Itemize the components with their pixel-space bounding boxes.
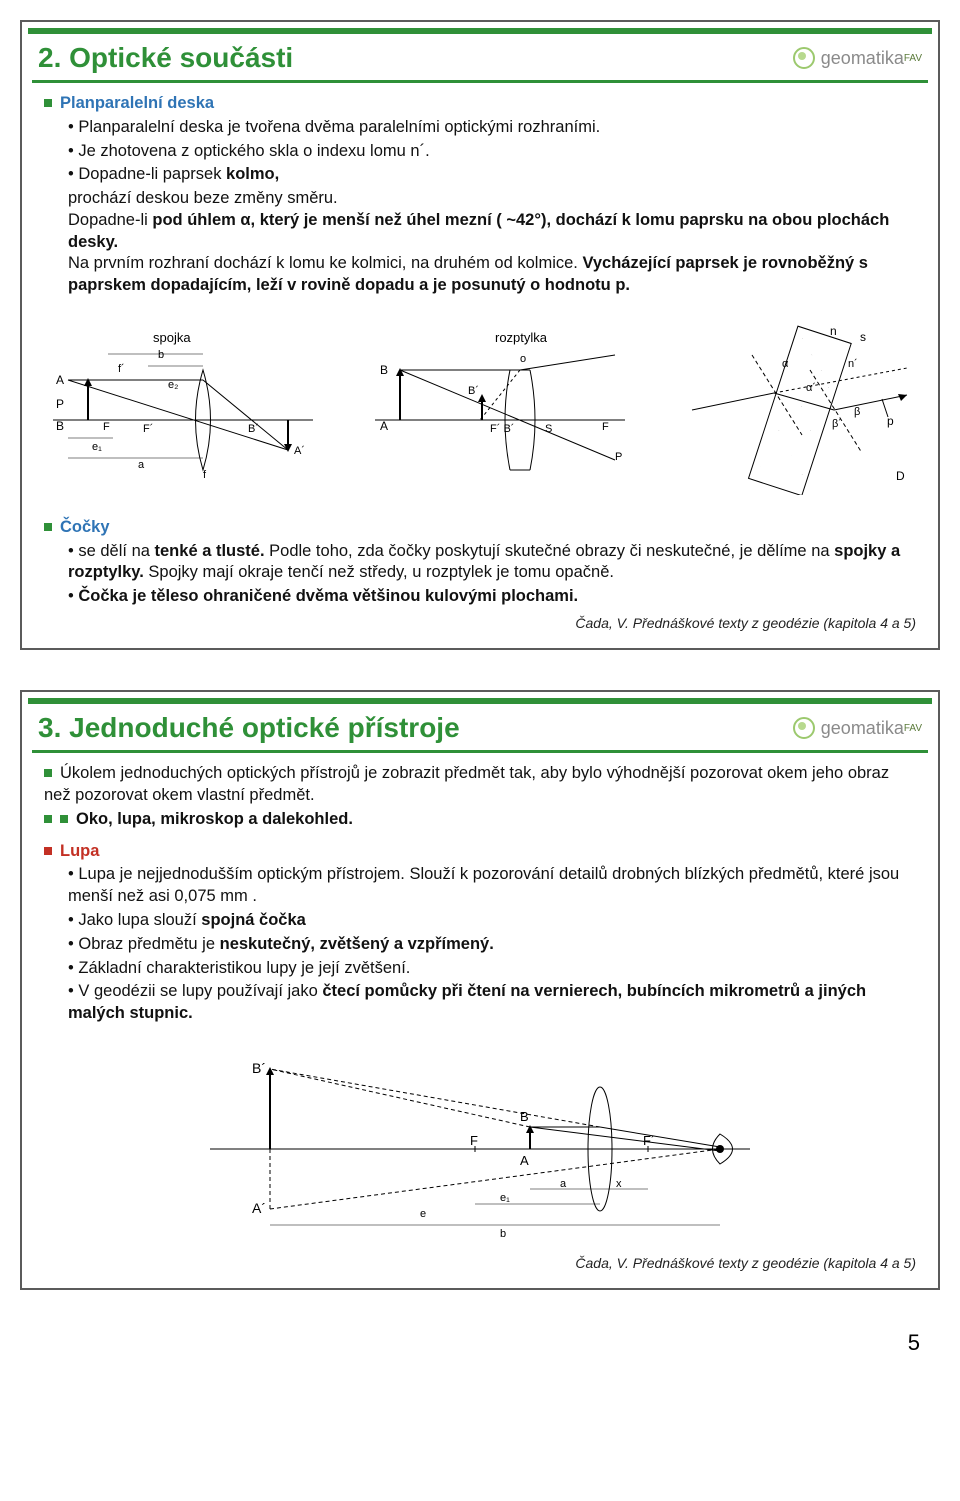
svg-text:n: n <box>830 324 837 338</box>
svg-text:α´: α´ <box>806 382 816 394</box>
svg-text:e₂: e₂ <box>168 379 178 391</box>
svg-text:A´: A´ <box>252 1200 266 1216</box>
svg-text:a: a <box>560 1178 567 1190</box>
logo-sup-2: FAV <box>904 723 922 734</box>
s1-b3: prochází deskou beze změny směru. <box>68 188 916 210</box>
svg-text:f: f <box>203 469 207 480</box>
svg-text:A: A <box>380 419 388 433</box>
svg-text:F: F <box>103 421 110 433</box>
sec2-bullets: se dělí na tenké a tlusté. Podle toho, z… <box>68 541 916 608</box>
svg-text:e: e <box>420 1208 426 1220</box>
s1-b0: Planparalelní deska je tvořena dvěma par… <box>68 117 916 139</box>
slide-2-title: 3. Jednoduché optické přístroje <box>38 712 460 744</box>
svg-text:F: F <box>470 1133 478 1148</box>
fig-plate: n s α n´ α´ β´ β p D <box>682 315 912 495</box>
l-b4: Základní charakteristikou lupy je její z… <box>68 958 916 980</box>
s1-b4: Dopadne-li pod úhlem α, který je menší n… <box>68 210 916 254</box>
label-rozptylka: rozptylka <box>495 330 548 345</box>
svg-text:F´: F´ <box>643 1133 655 1148</box>
svg-text:D: D <box>896 469 905 483</box>
svg-text:β´: β´ <box>832 418 842 430</box>
mid-accent-bar <box>32 80 928 83</box>
page-number: 5 <box>0 1330 920 1356</box>
l-b2: Jako lupa slouží spojná čočka <box>68 910 916 932</box>
fig-spojka: spojka A P B F F´ <box>48 330 318 480</box>
l-b3: Obraz předmětu je neskutečný, zvětšený a… <box>68 934 916 956</box>
svg-text:a: a <box>138 459 145 471</box>
fig-loupe-wrap: F F´ B´ A´ B A e₁ a x b e <box>44 1039 916 1246</box>
sec-planparalel: Planparalelní deska <box>44 93 916 115</box>
svg-text:P: P <box>615 451 622 463</box>
svg-text:x: x <box>616 1178 622 1190</box>
logo-2: geomatikaFAV <box>793 717 922 739</box>
svg-text:B´: B´ <box>252 1060 266 1076</box>
mid-accent-bar-2 <box>32 750 928 753</box>
svg-text:A´: A´ <box>294 445 305 457</box>
svg-text:e₁: e₁ <box>92 441 102 453</box>
svg-text:o: o <box>520 353 526 365</box>
intro1: Úkolem jednoduchých optických přístrojů … <box>44 763 916 807</box>
title-row: 2. Optické součásti geomatikaFAV <box>22 34 938 80</box>
svg-text:A: A <box>520 1153 529 1168</box>
svg-text:B: B <box>380 363 388 377</box>
logo-text-2: geomatika <box>821 718 904 739</box>
svg-text:F´: F´ <box>143 423 153 435</box>
source-1: Čada, V. Přednáškové texty z geodézie (k… <box>44 614 916 632</box>
logo-text: geomatika <box>821 48 904 69</box>
s2-b2: Čočka je těleso ohraničené dvěma většino… <box>68 586 916 608</box>
fig-loupe: F F´ B´ A´ B A e₁ a x b e <box>200 1039 760 1239</box>
s2-b1: se dělí na tenké a tlusté. Podle toho, z… <box>68 541 916 585</box>
label-spojka: spojka <box>153 330 191 345</box>
svg-text:b: b <box>500 1228 506 1239</box>
slide-1: 2. Optické součásti geomatikaFAV Planpar… <box>20 20 940 650</box>
svg-text:P: P <box>56 397 64 411</box>
svg-text:B´: B´ <box>468 385 479 397</box>
s1-b1: Je zhotovena z optického skla o indexu l… <box>68 141 916 163</box>
globe-icon <box>793 47 815 69</box>
title-row-2: 3. Jednoduché optické přístroje geomatik… <box>22 704 938 750</box>
svg-text:e₁: e₁ <box>500 1192 510 1204</box>
svg-text:α: α <box>782 358 789 370</box>
fig-rozptylka: rozptylka B A B´ F´ B´ S <box>370 330 630 480</box>
figure-row: spojka A P B F F´ <box>48 315 912 495</box>
svg-text:B: B <box>520 1109 529 1124</box>
logo-sup: FAV <box>904 53 922 64</box>
svg-text:B´: B´ <box>248 423 259 435</box>
svg-text:F: F <box>602 421 609 433</box>
sec-lupa: Lupa <box>44 841 916 863</box>
s1-b2: Dopadne-li paprsek kolmo, <box>68 164 916 186</box>
l-b1: Lupa je nejjednodušším optickým přístroj… <box>68 864 916 908</box>
sec1-bullets: Planparalelní deska je tvořena dvěma par… <box>68 117 916 297</box>
svg-text:β: β <box>854 406 860 418</box>
slide-2: 3. Jednoduché optické přístroje geomatik… <box>20 690 940 1290</box>
slide-2-content: Úkolem jednoduchých optických přístrojů … <box>22 763 938 1288</box>
sec-cocky: Čočky <box>44 517 916 539</box>
svg-text:A: A <box>56 373 64 387</box>
l-b5: V geodézii se lupy používají jako čtecí … <box>68 981 916 1025</box>
logo: geomatikaFAV <box>793 47 922 69</box>
svg-text:b: b <box>158 349 164 361</box>
svg-text:S: S <box>545 423 552 435</box>
svg-text:F´ B´: F´ B´ <box>490 423 514 435</box>
source-2: Čada, V. Přednáškové texty z geodézie (k… <box>44 1254 916 1272</box>
svg-text:B: B <box>56 419 64 433</box>
slide-1-title: 2. Optické součásti <box>38 42 293 74</box>
globe-icon-2 <box>793 717 815 739</box>
s1-b5: Na prvním rozhraní dochází k lomu ke kol… <box>68 253 916 297</box>
svg-text:f´: f´ <box>118 363 125 375</box>
lupa-bullets: Lupa je nejjednodušším optickým přístroj… <box>68 864 916 1024</box>
svg-text:s: s <box>860 330 866 344</box>
svg-text:n´: n´ <box>848 358 858 370</box>
slide-1-content: Planparalelní deska Planparalelní deska … <box>22 93 938 648</box>
